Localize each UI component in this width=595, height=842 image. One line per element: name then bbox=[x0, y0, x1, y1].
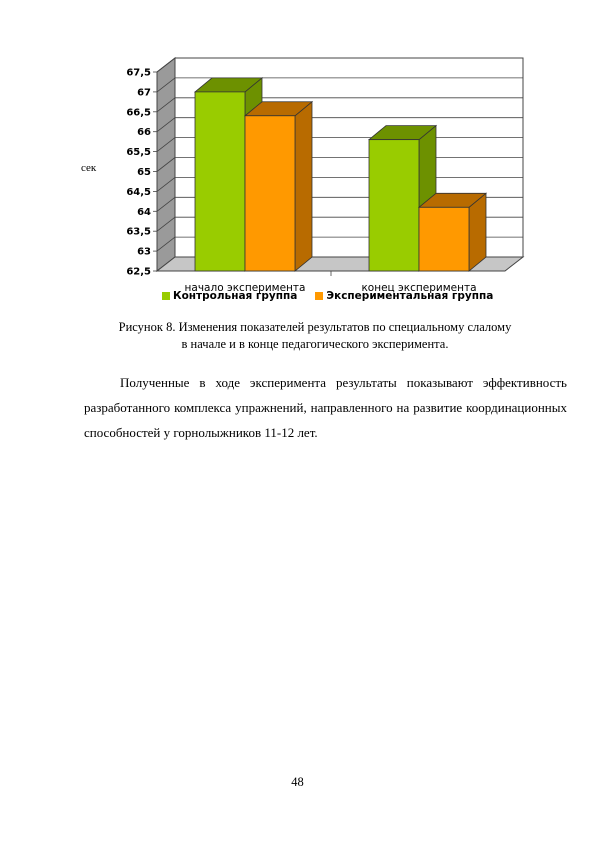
grid-line-side bbox=[156, 177, 176, 192]
bar-control bbox=[194, 91, 246, 272]
y-axis-label: сек bbox=[81, 162, 97, 174]
legend-item-experimental: Экспериментальная группа bbox=[315, 290, 493, 302]
grid-line-side bbox=[156, 216, 176, 232]
bar-experimental bbox=[418, 206, 470, 272]
grid-line-side bbox=[156, 157, 176, 172]
chart-legend: Контрольная группа Экспериментальная гру… bbox=[162, 290, 511, 302]
grid-line-side bbox=[156, 236, 176, 252]
y-tick-label: 67 bbox=[137, 87, 151, 98]
body-paragraph: Полученные в ходе эксперимента результат… bbox=[84, 375, 567, 440]
y-tick-label: 62,5 bbox=[126, 267, 151, 278]
figure-caption: Рисунок 8. Изменения показателей результ… bbox=[100, 319, 530, 353]
x-tick-label: начало эксперимента bbox=[185, 282, 306, 294]
y-tick-label: 63 bbox=[137, 247, 151, 258]
legend-label-experimental: Экспериментальная группа bbox=[326, 290, 494, 302]
y-tick-label: 65,5 bbox=[126, 147, 151, 158]
caption-line-2: в начале и в конце педагогического экспе… bbox=[181, 337, 449, 351]
grid-line-side bbox=[156, 137, 176, 152]
bar-experimental bbox=[244, 115, 296, 272]
legend-swatch-experimental bbox=[315, 292, 324, 300]
y-tick-label: 67,5 bbox=[126, 68, 151, 79]
caption-line-1: Рисунок 8. Изменения показателей результ… bbox=[118, 320, 512, 334]
y-tick-label: 63,5 bbox=[126, 227, 151, 238]
bar-side-experimental bbox=[294, 100, 313, 272]
y-tick-label: 65 bbox=[137, 167, 151, 178]
grid-line-side bbox=[156, 117, 176, 133]
x-tick-label: конец эксперимента bbox=[361, 282, 476, 294]
bar-control bbox=[368, 139, 420, 272]
y-tick-label: 64,5 bbox=[126, 187, 151, 198]
legend-swatch-control bbox=[162, 292, 170, 300]
grid-line-side bbox=[156, 77, 176, 93]
legend-item-control: Контрольная группа bbox=[162, 290, 297, 302]
y-tick-label: 66 bbox=[137, 127, 151, 138]
grid-line-side bbox=[156, 196, 176, 212]
legend-label-control: Контрольная группа bbox=[173, 290, 298, 302]
y-tick-label: 66,5 bbox=[126, 107, 151, 118]
y-tick-label: 64 bbox=[137, 207, 151, 218]
grid-line-side bbox=[156, 97, 176, 113]
bar-chart: 62,5 63 63,5 64 64,5 65 65,5 66 66,5 67 67,5 начало… bbox=[126, 56, 525, 294]
page-number: 48 bbox=[291, 775, 304, 789]
grid-line-side bbox=[156, 57, 176, 73]
